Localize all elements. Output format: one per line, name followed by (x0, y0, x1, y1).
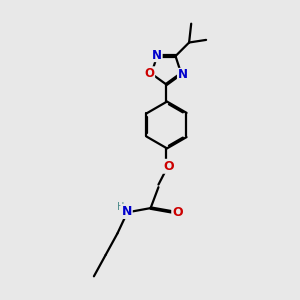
Text: N: N (122, 205, 132, 218)
Text: O: O (145, 67, 154, 80)
Text: H: H (117, 202, 124, 212)
Text: N: N (152, 49, 162, 62)
Text: N: N (178, 68, 188, 81)
Text: O: O (172, 206, 183, 218)
Text: O: O (163, 160, 174, 173)
